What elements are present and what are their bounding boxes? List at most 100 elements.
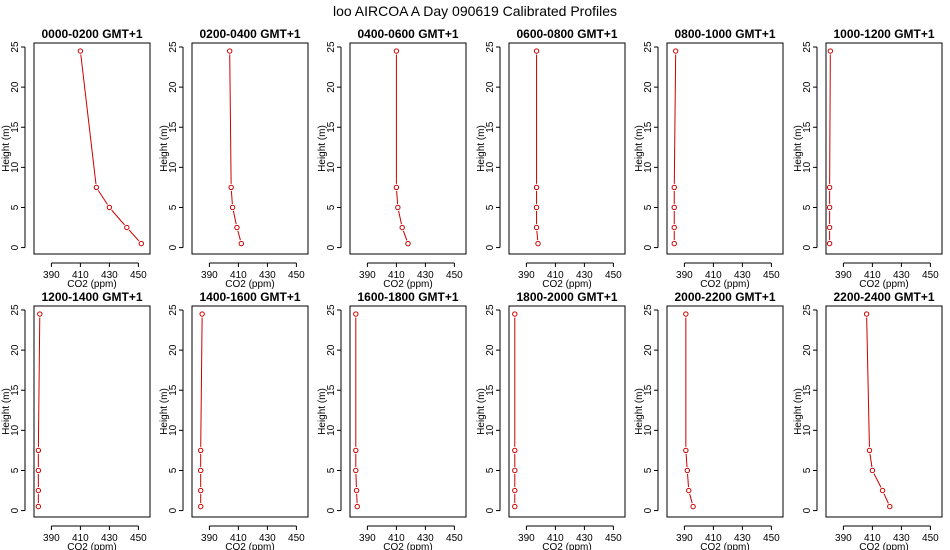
panel-grid: 0000-0200 GMT+1 0 5 10 15 20 25 Height (m) 390 41… <box>1 27 943 550</box>
profile-panel: 1600-1800 GMT+1 0 5 10 15 20 25 Height (m) 390 41… <box>317 290 467 550</box>
y-tick-label: 5 <box>643 204 654 210</box>
profile-point <box>228 184 234 191</box>
profile-point <box>198 467 204 474</box>
profile-panel: 2000-2200 GMT+1 0 5 10 15 20 25 Height (m) 390 41… <box>634 290 784 550</box>
x-axis-label: CO2 (ppm) <box>859 279 908 290</box>
x-tick-label: 430 <box>417 533 434 544</box>
x-tick-label: 410 <box>864 270 881 281</box>
profile-point <box>353 447 359 454</box>
profile-point <box>879 487 886 494</box>
y-tick-label: 5 <box>643 467 654 473</box>
x-tick-label: 410 <box>230 270 247 281</box>
y-tick-label: 20 <box>485 344 496 356</box>
x-tick-label: 410 <box>864 533 881 544</box>
profile-line-segment <box>232 210 237 225</box>
profile-point <box>512 447 518 454</box>
y-tick-label: 15 <box>802 121 813 133</box>
y-tick-label: 10 <box>485 424 496 436</box>
y-tick-label: 5 <box>326 204 337 210</box>
plot-frame <box>349 42 467 255</box>
profile-line-segment <box>97 190 108 205</box>
x-tick-label: 390 <box>201 270 218 281</box>
x-tick-label: 390 <box>676 533 693 544</box>
x-tick-label: 450 <box>446 270 463 281</box>
y-tick-label: 25 <box>326 304 337 316</box>
plot-frame <box>825 305 943 518</box>
y-axis-label: Height (m) <box>793 125 804 172</box>
profile-line-segment <box>237 230 241 241</box>
x-tick-label: 430 <box>259 270 276 281</box>
panel-title: 1600-1800 GMT+1 <box>357 290 458 304</box>
profile-point <box>353 487 360 494</box>
profile-point <box>827 48 834 54</box>
x-tick-label: 450 <box>446 533 463 544</box>
panel-title: 2200-2400 GMT+1 <box>833 290 934 304</box>
profile-point <box>673 48 679 54</box>
y-tick-label: 20 <box>802 344 813 356</box>
profile-line-segment <box>685 453 688 468</box>
profile-line-segment <box>128 229 140 242</box>
y-tick-label: 0 <box>10 244 21 250</box>
y-tick-label: 10 <box>168 424 179 436</box>
y-tick-label: 25 <box>168 41 179 53</box>
profile-line-segment <box>200 317 203 447</box>
y-tick-label: 25 <box>802 304 813 316</box>
y-axis-label: Height (m) <box>634 388 645 435</box>
x-axis-label: CO2 (ppm) <box>225 542 274 550</box>
profile-line-segment <box>829 54 831 184</box>
figure-title: loo AIRCOA A Day 090619 Calibrated Profi… <box>333 3 617 19</box>
profile-point <box>35 487 42 494</box>
y-tick-label: 0 <box>802 507 813 513</box>
x-axis-label: CO2 (ppm) <box>225 279 274 290</box>
profile-point <box>77 48 84 54</box>
x-axis-label: CO2 (ppm) <box>542 542 591 550</box>
profile-panel: 0000-0200 GMT+1 0 5 10 15 20 25 Height (m) 390 41… <box>1 27 151 290</box>
y-tick-label: 15 <box>643 384 654 396</box>
profile-panel: 1800-2000 GMT+1 0 5 10 15 20 25 Height (m) 390 41… <box>476 290 626 550</box>
y-tick-label: 20 <box>485 81 496 93</box>
x-tick-label: 410 <box>388 533 405 544</box>
x-axis-label: CO2 (ppm) <box>700 542 749 550</box>
y-tick-label: 10 <box>326 161 337 173</box>
profile-point <box>106 204 113 211</box>
plot-frame <box>33 305 151 518</box>
x-tick-label: 450 <box>763 270 780 281</box>
profile-point <box>683 447 689 454</box>
x-tick-label: 450 <box>605 533 622 544</box>
y-tick-label: 10 <box>802 424 813 436</box>
y-tick-label: 25 <box>485 304 496 316</box>
profile-line-segment <box>687 473 689 488</box>
profile-point <box>533 184 540 191</box>
x-tick-label: 430 <box>101 533 118 544</box>
y-tick-label: 5 <box>802 467 813 473</box>
profile-point <box>93 184 100 191</box>
profile-point <box>512 503 518 510</box>
profile-line-segment <box>869 453 873 468</box>
y-axis-label: Height (m) <box>317 125 328 172</box>
y-tick-label: 5 <box>485 204 496 210</box>
x-tick-label: 430 <box>576 533 593 544</box>
profile-point <box>869 467 876 474</box>
y-tick-label: 0 <box>326 507 337 513</box>
profile-point <box>533 224 540 231</box>
y-axis-label: Height (m) <box>159 125 170 172</box>
profile-point <box>690 503 696 510</box>
y-tick-label: 0 <box>643 244 654 250</box>
x-tick-label: 450 <box>922 533 939 544</box>
profile-point <box>35 503 42 510</box>
y-tick-label: 10 <box>485 161 496 173</box>
x-tick-label: 450 <box>605 270 622 281</box>
profile-point <box>198 487 204 494</box>
panel-title: 1200-1400 GMT+1 <box>41 290 142 304</box>
y-axis-label: Height (m) <box>1 388 12 435</box>
x-tick-label: 390 <box>676 270 693 281</box>
panel-title: 1000-1200 GMT+1 <box>833 27 934 41</box>
profile-point <box>866 447 873 454</box>
x-tick-label: 410 <box>230 533 247 544</box>
y-tick-label: 15 <box>326 384 337 396</box>
x-tick-label: 390 <box>835 270 852 281</box>
y-tick-label: 10 <box>643 424 654 436</box>
panel-title: 2000-2200 GMT+1 <box>674 290 775 304</box>
x-tick-label: 430 <box>893 270 910 281</box>
plot-frame <box>191 42 309 255</box>
